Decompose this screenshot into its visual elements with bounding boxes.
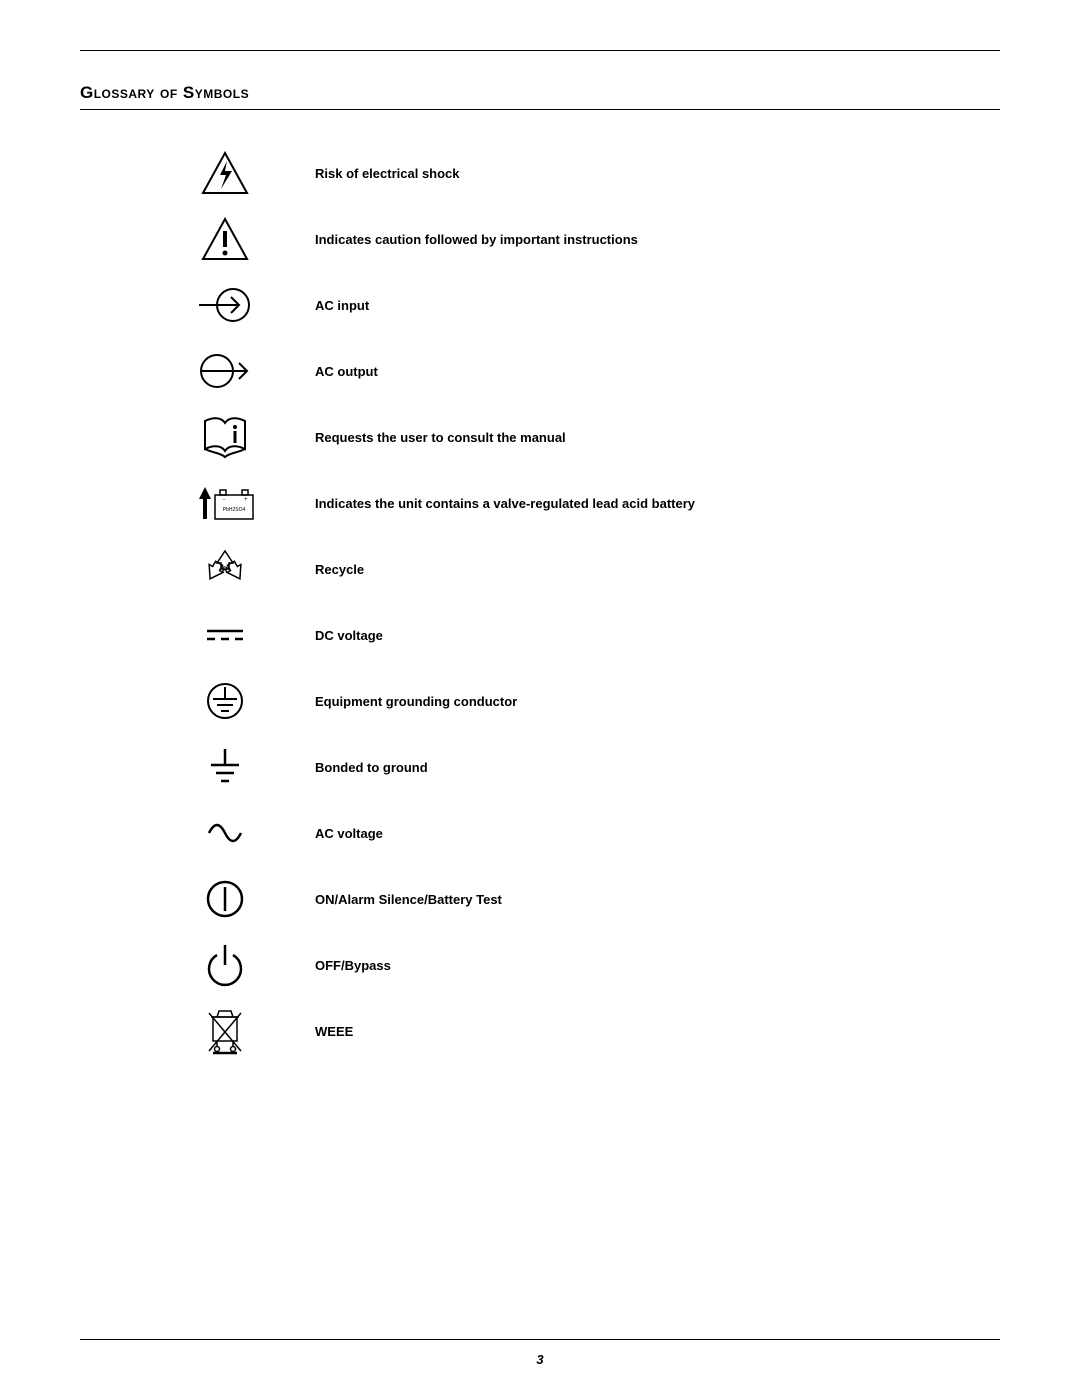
- glossary-label: Equipment grounding conductor: [260, 694, 517, 709]
- page: Glossary of Symbols Risk of electrical s…: [0, 0, 1080, 1397]
- glossary-label: Recycle: [260, 562, 364, 577]
- shock-icon: [190, 151, 260, 195]
- glossary-label: AC input: [260, 298, 369, 313]
- glossary-row: WEEE: [190, 998, 1000, 1064]
- glossary-row: Risk of electrical shock: [190, 140, 1000, 206]
- glossary-label: AC voltage: [260, 826, 383, 841]
- glossary-label: Indicates caution followed by important …: [260, 232, 638, 247]
- dc-voltage-icon: [190, 623, 260, 647]
- glossary-row: AC voltage: [190, 800, 1000, 866]
- glossary-row: Indicates caution followed by important …: [190, 206, 1000, 272]
- ground-icon: [190, 747, 260, 787]
- recycle-icon: R: [190, 547, 260, 591]
- battery-chem-text: PbH2SO4: [223, 507, 246, 513]
- glossary-row: ON/Alarm Silence/Battery Test: [190, 866, 1000, 932]
- glossary-label: Bonded to ground: [260, 760, 428, 775]
- glossary-row: R Recycle: [190, 536, 1000, 602]
- glossary-label: AC output: [260, 364, 378, 379]
- glossary-row: Requests the user to consult the manual: [190, 404, 1000, 470]
- glossary-label: WEEE: [260, 1024, 353, 1039]
- weee-icon: [190, 1007, 260, 1055]
- glossary-row: DC voltage: [190, 602, 1000, 668]
- glossary-row: Bonded to ground: [190, 734, 1000, 800]
- glossary-label: OFF/Bypass: [260, 958, 391, 973]
- page-footer: 3: [80, 1339, 1000, 1367]
- glossary-label: Risk of electrical shock: [260, 166, 460, 181]
- glossary-row: AC input: [190, 272, 1000, 338]
- glossary-list: Risk of electrical shock Indicates cauti…: [80, 140, 1000, 1064]
- svg-text:+: +: [244, 497, 248, 503]
- ac-voltage-icon: [190, 817, 260, 849]
- battery-icon: - + PbH2SO4: [190, 481, 260, 525]
- glossary-label: DC voltage: [260, 628, 383, 643]
- glossary-label: ON/Alarm Silence/Battery Test: [260, 892, 502, 907]
- section-title-rule: [80, 109, 1000, 110]
- glossary-row: Equipment grounding conductor: [190, 668, 1000, 734]
- glossary-label: Requests the user to consult the manual: [260, 430, 566, 445]
- glossary-row: - + PbH2SO4 Indicates the unit contains …: [190, 470, 1000, 536]
- glossary-row: OFF/Bypass: [190, 932, 1000, 998]
- section-title: Glossary of Symbols: [80, 51, 1000, 109]
- recycle-letter: R: [222, 565, 229, 575]
- glossary-label: Indicates the unit contains a valve-regu…: [260, 496, 695, 511]
- caution-icon: [190, 217, 260, 261]
- page-number: 3: [536, 1352, 543, 1367]
- off-icon: [190, 943, 260, 987]
- glossary-row: AC output: [190, 338, 1000, 404]
- ac-input-icon: [190, 285, 260, 325]
- on-icon: [190, 879, 260, 919]
- equipment-ground-icon: [190, 681, 260, 721]
- svg-text:-: -: [223, 497, 225, 503]
- ac-output-icon: [190, 351, 260, 391]
- manual-icon: [190, 415, 260, 459]
